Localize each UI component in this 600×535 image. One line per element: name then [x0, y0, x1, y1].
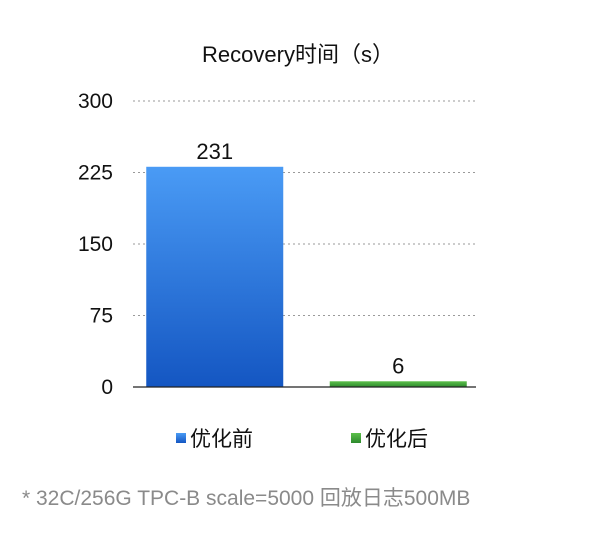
legend-label-1: 优化前 [190, 428, 253, 451]
y-tick-label: 225 [78, 162, 113, 185]
y-tick-label: 150 [78, 233, 113, 256]
data-labels: 231 6 [196, 139, 404, 379]
bar-1 [146, 166, 284, 387]
data-label-1: 231 [196, 139, 233, 164]
y-tick-label: 75 [90, 305, 113, 328]
legend-swatch-2 [351, 433, 361, 443]
y-axis-ticks: 0 75 150 225 300 [78, 90, 113, 399]
footnote: * 32C/256G TPC-B scale=5000 回放日志500MB [22, 487, 471, 510]
y-tick-label: 0 [101, 376, 113, 399]
chart-title: Recovery时间（s） [202, 42, 394, 67]
bar-2 [329, 381, 467, 387]
y-tick-label: 300 [78, 90, 113, 113]
legend-label-2: 优化后 [365, 428, 428, 451]
legend: 优化前 优化后 [176, 428, 428, 451]
legend-swatch-1 [176, 433, 186, 443]
data-label-2: 6 [392, 353, 404, 378]
bars [146, 166, 467, 387]
gridlines [133, 100, 476, 316]
